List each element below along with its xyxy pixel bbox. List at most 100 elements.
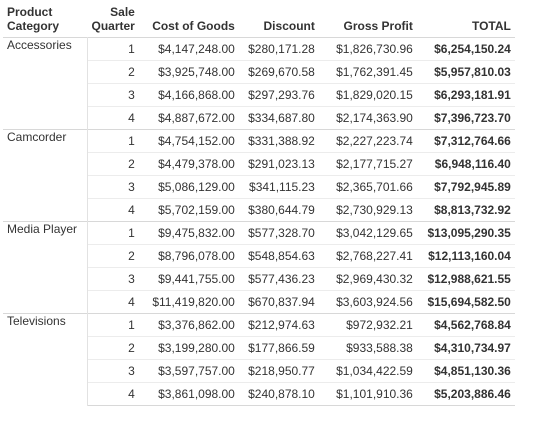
gross-profit-cell: $2,177,715.27 (318, 152, 417, 176)
cost-of-goods-cell: $4,754,152.00 (138, 129, 239, 153)
gross-profit-cell: $3,042,129.65 (318, 221, 417, 245)
header-sale-quarter-line-1: Sale (110, 5, 135, 19)
table-row: 4 $11,419,820.00 $670,837.94 $3,603,924.56 $… (3, 290, 515, 314)
total-cell: $4,562,768.84 (416, 313, 515, 337)
table-row: 3 $5,086,129.00 $341,115.23 $2,365,701.66 $7… (3, 175, 515, 199)
quarter-cell: 1 (87, 313, 139, 337)
cost-of-goods-cell: $5,086,129.00 (138, 175, 239, 199)
quarter-cell: 1 (87, 221, 139, 245)
table-row: 3 $9,441,755.00 $577,436.23 $2,969,430.32 $1… (3, 267, 515, 291)
gross-profit-cell: $2,227,223.74 (318, 129, 417, 153)
table-row: Media Player 1 $9,475,832.00 $577,328.70 $3,… (3, 221, 515, 314)
header-row: Product Category Sale Quarter Cost of Go… (3, 5, 515, 38)
cost-of-goods-cell: $9,441,755.00 (138, 267, 239, 291)
discount-cell: $334,687.80 (238, 106, 319, 130)
table-body: Accessories 1 $4,147,248.00 $280,171.28 $1,8… (3, 37, 515, 406)
gross-profit-cell: $1,762,391.45 (318, 60, 417, 84)
quarter-cell: 4 (87, 198, 139, 222)
table-row: Televisions 1 $3,376,862.00 $212,974.63 $972… (3, 313, 515, 406)
header-product-category-line-2: Category (7, 19, 60, 33)
table-row: 3 $3,597,757.00 $218,950.77 $1,034,422.59 $4… (3, 359, 515, 383)
gross-profit-cell: $972,932.21 (318, 313, 417, 337)
discount-cell: $297,293.76 (238, 83, 319, 107)
cost-of-goods-cell: $4,479,378.00 (138, 152, 239, 176)
header-product-category[interactable]: Product Category (3, 5, 88, 38)
quarter-cell: 4 (87, 382, 139, 406)
total-cell: $6,293,181.91 (416, 83, 515, 107)
discount-cell: $670,837.94 (238, 290, 319, 314)
table-row: 4 $4,887,672.00 $334,687.80 $2,174,363.90 $7… (3, 106, 515, 130)
quarter-cell: 3 (87, 359, 139, 383)
cost-of-goods-cell: $11,419,820.00 (138, 290, 239, 314)
gross-profit-cell: $1,826,730.96 (318, 37, 417, 61)
table-row: 2 $3,925,748.00 $269,670.58 $1,762,391.45 $5… (3, 60, 515, 84)
cost-of-goods-cell: $5,702,159.00 (138, 198, 239, 222)
header-gross-profit[interactable]: Gross Profit (343, 19, 413, 33)
cost-of-goods-cell: $8,796,078.00 (138, 244, 239, 268)
header-sale-quarter-line-2: Quarter (91, 19, 135, 33)
header-cost-of-goods[interactable]: Cost of Goods (152, 19, 235, 33)
discount-cell: $331,388.92 (238, 129, 319, 153)
total-cell: $12,113,160.04 (416, 244, 515, 268)
discount-cell: $269,670.58 (238, 60, 319, 84)
discount-cell: $341,115.23 (238, 175, 319, 199)
gross-profit-cell: $2,365,701.66 (318, 175, 417, 199)
quarter-cell: 2 (87, 336, 139, 360)
header-sale-quarter[interactable]: Sale Quarter (88, 5, 139, 38)
discount-cell: $218,950.77 (238, 359, 319, 383)
table-row: 2 $3,199,280.00 $177,866.59 $933,588.38 $4,3… (3, 336, 515, 360)
total-cell: $12,988,621.55 (416, 267, 515, 291)
total-cell: $6,254,150.24 (416, 37, 515, 61)
header-total[interactable]: TOTAL (471, 19, 511, 33)
table-row: Camcorder 1 $4,754,152.00 $331,388.92 $2,227… (3, 129, 515, 222)
quarter-cell: 3 (87, 83, 139, 107)
cost-of-goods-cell: $3,199,280.00 (138, 336, 239, 360)
total-cell: $4,310,734.97 (416, 336, 515, 360)
quarter-cell: 2 (87, 244, 139, 268)
gross-profit-cell: $2,969,430.32 (318, 267, 417, 291)
product-category-cell: Camcorder (3, 129, 88, 222)
discount-cell: $177,866.59 (238, 336, 319, 360)
discount-cell: $380,644.79 (238, 198, 319, 222)
header-discount[interactable]: Discount (263, 19, 315, 33)
table-row: 4 $5,702,159.00 $380,644.79 $2,730,929.13 $8… (3, 198, 515, 222)
cost-of-goods-cell: $3,597,757.00 (138, 359, 239, 383)
cost-of-goods-cell: $4,166,868.00 (138, 83, 239, 107)
total-cell: $13,095,290.35 (416, 221, 515, 245)
gross-profit-cell: $1,034,422.59 (318, 359, 417, 383)
discount-cell: $240,878.10 (238, 382, 319, 406)
total-cell: $5,957,810.03 (416, 60, 515, 84)
gross-profit-cell: $2,768,227.41 (318, 244, 417, 268)
discount-cell: $577,328.70 (238, 221, 319, 245)
discount-cell: $280,171.28 (238, 37, 319, 61)
total-cell: $7,396,723.70 (416, 106, 515, 130)
table-header: Product Category Sale Quarter Cost of Go… (3, 5, 515, 38)
gross-profit-cell: $2,730,929.13 (318, 198, 417, 222)
cost-of-goods-cell: $4,147,248.00 (138, 37, 239, 61)
quarter-cell: 2 (87, 152, 139, 176)
product-category-cell: Televisions (3, 313, 88, 406)
discount-cell: $577,436.23 (238, 267, 319, 291)
table-row: 2 $4,479,378.00 $291,023.13 $2,177,715.27 $6… (3, 152, 515, 176)
total-cell: $5,203,886.46 (416, 382, 515, 406)
total-cell: $15,694,582.50 (416, 290, 515, 314)
total-cell: $7,792,945.89 (416, 175, 515, 199)
discount-cell: $291,023.13 (238, 152, 319, 176)
table-row: 4 $3,861,098.00 $240,878.10 $1,101,910.36 $5… (3, 382, 515, 406)
cost-of-goods-cell: $9,475,832.00 (138, 221, 239, 245)
gross-profit-cell: $3,603,924.56 (318, 290, 417, 314)
discount-cell: $212,974.63 (238, 313, 319, 337)
quarter-cell: 4 (87, 290, 139, 314)
sales-report-table: Product Category Sale Quarter Cost of Go… (3, 5, 515, 406)
total-cell: $4,851,130.36 (416, 359, 515, 383)
quarter-cell: 3 (87, 175, 139, 199)
cost-of-goods-cell: $3,861,098.00 (138, 382, 239, 406)
table-row: 3 $4,166,868.00 $297,293.76 $1,829,020.15 $6… (3, 83, 515, 107)
gross-profit-cell: $933,588.38 (318, 336, 417, 360)
table-row: Accessories 1 $4,147,248.00 $280,171.28 $1,8… (3, 37, 515, 130)
quarter-cell: 1 (87, 129, 139, 153)
product-category-cell: Media Player (3, 221, 88, 314)
gross-profit-cell: $2,174,363.90 (318, 106, 417, 130)
table-row: 2 $8,796,078.00 $548,854.63 $2,768,227.41 $1… (3, 244, 515, 268)
